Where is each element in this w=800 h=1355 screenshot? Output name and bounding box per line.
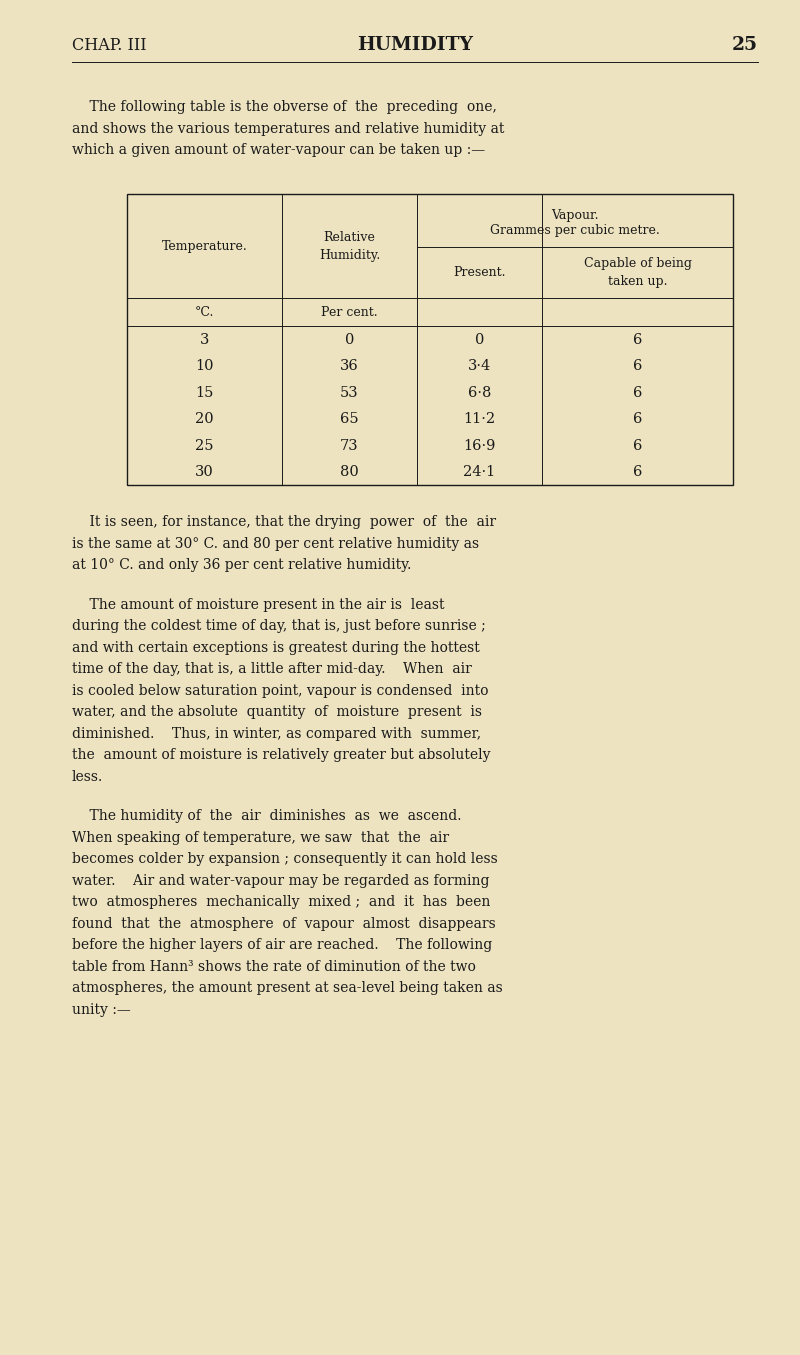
Text: 0: 0 xyxy=(475,333,484,347)
Text: Grammes per cubic metre.: Grammes per cubic metre. xyxy=(490,224,660,237)
Text: 0: 0 xyxy=(345,333,354,347)
Text: When speaking of temperature, we saw  that  the  air: When speaking of temperature, we saw tha… xyxy=(72,831,449,846)
Text: 80: 80 xyxy=(340,465,359,480)
Text: Temperature.: Temperature. xyxy=(162,240,247,253)
Text: is the same at 30° C. and 80 per cent relative humidity as: is the same at 30° C. and 80 per cent re… xyxy=(72,537,479,551)
Text: 6: 6 xyxy=(633,439,642,453)
Text: 24·1: 24·1 xyxy=(463,465,496,480)
Text: 6: 6 xyxy=(633,386,642,400)
Text: atmospheres, the amount present at sea-level being taken as: atmospheres, the amount present at sea-l… xyxy=(72,981,502,996)
Text: 20: 20 xyxy=(195,412,214,427)
Text: during the coldest time of day, that is, just before sunrise ;: during the coldest time of day, that is,… xyxy=(72,619,486,634)
Text: found  that  the  atmosphere  of  vapour  almost  disappears: found that the atmosphere of vapour almo… xyxy=(72,917,496,931)
Text: 3·4: 3·4 xyxy=(468,359,491,373)
Text: The amount of moisture present in the air is  least: The amount of moisture present in the ai… xyxy=(72,598,445,612)
Text: Capable of being
taken up.: Capable of being taken up. xyxy=(583,257,691,289)
Text: 6·8: 6·8 xyxy=(468,386,491,400)
Text: Per cent.: Per cent. xyxy=(321,306,378,318)
Text: 6: 6 xyxy=(633,359,642,373)
Text: two  atmospheres  mechanically  mixed ;  and  it  has  been: two atmospheres mechanically mixed ; and… xyxy=(72,896,490,909)
Text: Vapour.: Vapour. xyxy=(551,209,598,222)
Text: and shows the various temperatures and relative humidity at: and shows the various temperatures and r… xyxy=(72,122,504,136)
Text: 36: 36 xyxy=(340,359,359,373)
Text: It is seen, for instance, that the drying  power  of  the  air: It is seen, for instance, that the dryin… xyxy=(72,515,496,530)
Text: 10: 10 xyxy=(195,359,214,373)
Text: CHAP. III: CHAP. III xyxy=(72,37,146,54)
Text: is cooled below saturation point, vapour is condensed  into: is cooled below saturation point, vapour… xyxy=(72,684,489,698)
Text: 25: 25 xyxy=(732,37,758,54)
Text: unity :—: unity :— xyxy=(72,1003,130,1018)
Text: 65: 65 xyxy=(340,412,359,427)
Text: 73: 73 xyxy=(340,439,359,453)
Text: 3: 3 xyxy=(200,333,209,347)
Text: 53: 53 xyxy=(340,386,359,400)
Text: 6: 6 xyxy=(633,465,642,480)
Text: 30: 30 xyxy=(195,465,214,480)
Text: at 10° C. and only 36 per cent relative humidity.: at 10° C. and only 36 per cent relative … xyxy=(72,558,411,573)
Text: which a given amount of water-vapour can be taken up :—: which a given amount of water-vapour can… xyxy=(72,144,485,157)
Text: 15: 15 xyxy=(195,386,214,400)
Text: 16·9: 16·9 xyxy=(463,439,496,453)
Text: water.    Air and water-vapour may be regarded as forming: water. Air and water-vapour may be regar… xyxy=(72,874,490,888)
Bar xyxy=(127,195,733,485)
Text: table from Hann³ shows the rate of diminution of the two: table from Hann³ shows the rate of dimin… xyxy=(72,959,476,974)
Text: water, and the absolute  quantity  of  moisture  present  is: water, and the absolute quantity of mois… xyxy=(72,706,482,720)
Text: becomes colder by expansion ; consequently it can hold less: becomes colder by expansion ; consequent… xyxy=(72,852,498,866)
Text: the  amount of moisture is relatively greater but absolutely: the amount of moisture is relatively gre… xyxy=(72,748,490,763)
Text: Relative
Humidity.: Relative Humidity. xyxy=(319,230,380,262)
Text: and with certain exceptions is greatest during the hottest: and with certain exceptions is greatest … xyxy=(72,641,480,654)
Text: 6: 6 xyxy=(633,333,642,347)
Text: less.: less. xyxy=(72,770,103,785)
Text: Present.: Present. xyxy=(454,266,506,279)
Text: 6: 6 xyxy=(633,412,642,427)
Text: time of the day, that is, a little after mid-day.    When  air: time of the day, that is, a little after… xyxy=(72,663,472,676)
Text: before the higher layers of air are reached.    The following: before the higher layers of air are reac… xyxy=(72,939,492,953)
Text: The following table is the obverse of  the  preceding  one,: The following table is the obverse of th… xyxy=(72,100,497,114)
Text: 25: 25 xyxy=(195,439,214,453)
Text: 11·2: 11·2 xyxy=(463,412,495,427)
Text: diminished.    Thus, in winter, as compared with  summer,: diminished. Thus, in winter, as compared… xyxy=(72,728,481,741)
Text: HUMIDITY: HUMIDITY xyxy=(357,37,473,54)
Text: The humidity of  the  air  diminishes  as  we  ascend.: The humidity of the air diminishes as we… xyxy=(72,809,462,824)
Text: °C.: °C. xyxy=(195,306,214,318)
